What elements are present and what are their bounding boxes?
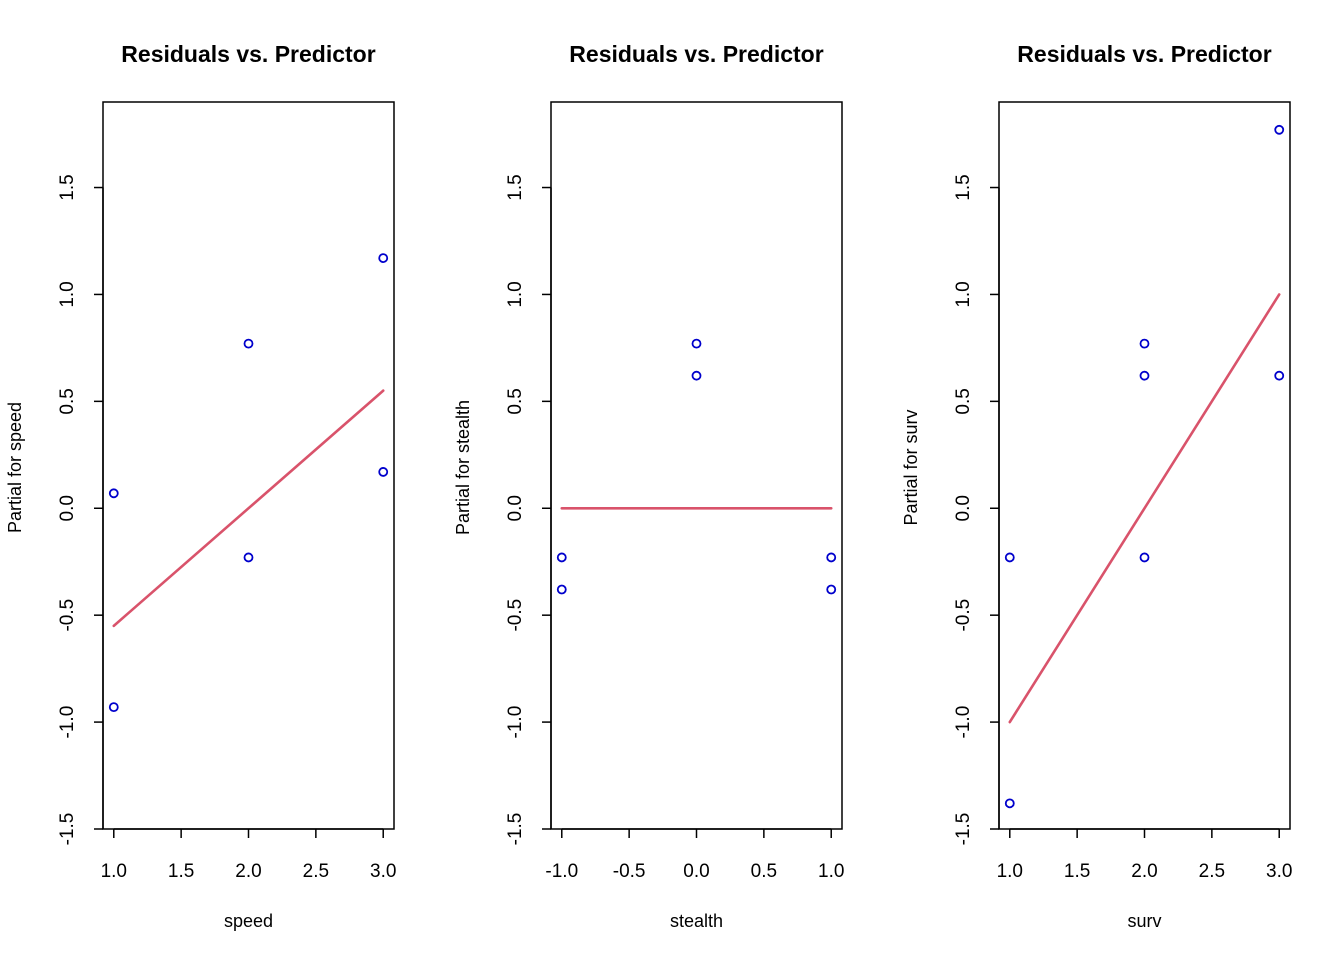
data-point (243, 338, 254, 349)
chart-title: Residuals vs. Predictor (569, 41, 823, 67)
x-tick-label: 1.5 (168, 861, 194, 882)
data-point (826, 552, 837, 563)
y-tick-label: -1.0 (57, 706, 78, 739)
y-tick-label: -1.5 (953, 813, 974, 846)
plot-frame (998, 101, 1291, 830)
data-point (1274, 370, 1285, 381)
data-points (556, 338, 837, 595)
x-tick-label: 1.0 (997, 861, 1023, 882)
y-tick-label: 0.0 (953, 495, 974, 521)
x-axis-label: speed (224, 911, 273, 931)
x-tick-label: 3.0 (370, 861, 396, 882)
y-tick-label: -1.5 (57, 813, 78, 846)
data-point (691, 338, 702, 349)
y-axis: -1.5 -1.0 -0.5 0.0 0.5 1.0 1.5 (953, 174, 1000, 846)
x-tick-label: 0.5 (751, 861, 777, 882)
x-tick-label: 2.0 (235, 861, 261, 882)
y-axis-label: Partial for surv (901, 409, 921, 525)
y-tick-label: 1.5 (57, 174, 78, 200)
x-tick-label: 2.5 (1199, 861, 1225, 882)
data-point (826, 584, 837, 595)
x-tick-label: -0.5 (613, 861, 646, 882)
data-point (108, 488, 119, 499)
data-point (1004, 798, 1015, 809)
data-point (108, 702, 119, 713)
chart-title: Residuals vs. Predictor (121, 41, 375, 67)
x-tick-label: 1.5 (1064, 861, 1090, 882)
panel-2: Residuals vs. Predictor -1.0 -0.5 0.0 0.5 1.0… (453, 41, 844, 931)
y-tick-label: -0.5 (953, 599, 974, 632)
plot-frame (102, 101, 395, 830)
y-axis: -1.5 -1.0 -0.5 0.0 0.5 1.0 1.5 (505, 174, 552, 846)
chart-title: Residuals vs. Predictor (1017, 41, 1271, 67)
plot-frame (550, 101, 843, 830)
data-point (378, 253, 389, 263)
x-tick-label: 3.0 (1266, 861, 1292, 882)
panel-1: Residuals vs. Predictor 1.0 1.5 2.0 2.5 3.0 sp… (5, 41, 396, 931)
data-point (556, 584, 567, 595)
panel-3: Residuals vs. Predictor 1.0 1.5 2.0 2.5 3.0 su… (901, 41, 1292, 931)
y-tick-label: 1.0 (57, 281, 78, 307)
panels-group: Residuals vs. Predictor 1.0 1.5 2.0 2.5 3.0 sp… (5, 41, 1292, 931)
x-tick-label: 2.0 (1131, 861, 1157, 882)
y-tick-label: 0.0 (505, 495, 526, 521)
x-axis: -1.0 -0.5 0.0 0.5 1.0 (545, 828, 844, 882)
x-tick-label: 1.0 (101, 861, 127, 882)
y-axis-label: Partial for stealth (453, 400, 473, 535)
y-tick-label: -1.0 (953, 706, 974, 739)
data-point (1004, 552, 1015, 563)
y-tick-label: 1.5 (505, 174, 526, 200)
fit-line (112, 389, 385, 628)
data-points (108, 253, 389, 713)
data-point (1274, 124, 1285, 135)
data-point (378, 467, 389, 477)
x-tick-label: 0.0 (683, 861, 709, 882)
x-axis: 1.0 1.5 2.0 2.5 3.0 (997, 828, 1292, 882)
data-points (1004, 124, 1285, 809)
y-axis-label: Partial for speed (5, 402, 25, 533)
data-point (1139, 552, 1150, 563)
x-tick-label: -1.0 (545, 861, 578, 882)
x-axis-label: surv (1127, 911, 1161, 931)
y-tick-label: 0.0 (57, 495, 78, 521)
y-tick-label: -0.5 (505, 599, 526, 632)
y-axis: -1.5 -1.0 -0.5 0.0 0.5 1.0 1.5 (57, 174, 104, 846)
fit-line (1008, 293, 1281, 724)
data-point (1139, 370, 1150, 381)
y-tick-label: 0.5 (57, 388, 78, 414)
y-tick-label: -1.0 (505, 706, 526, 739)
x-tick-label: 2.5 (303, 861, 329, 882)
y-tick-label: -1.5 (505, 813, 526, 846)
y-tick-label: 0.5 (505, 388, 526, 414)
y-tick-label: -0.5 (57, 599, 78, 632)
data-point (556, 552, 567, 563)
y-tick-label: 1.5 (953, 174, 974, 200)
data-point (1139, 338, 1150, 349)
data-point (243, 552, 254, 563)
data-point (691, 370, 702, 381)
y-tick-label: 0.5 (953, 388, 974, 414)
x-axis: 1.0 1.5 2.0 2.5 3.0 (101, 828, 396, 882)
x-axis-label: stealth (670, 911, 723, 931)
y-tick-label: 1.0 (953, 281, 974, 307)
y-tick-label: 1.0 (505, 281, 526, 307)
x-tick-label: 1.0 (818, 861, 844, 882)
